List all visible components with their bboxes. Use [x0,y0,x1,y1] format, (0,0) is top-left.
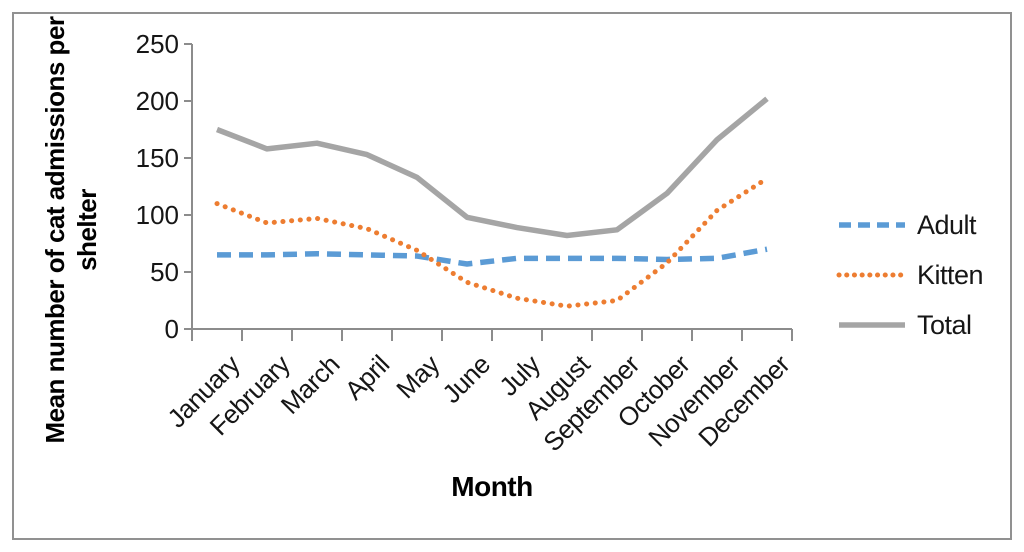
y-tick-label: 50 [150,257,179,287]
legend: Adult Kitten Total [836,207,984,343]
y-tick-label: 150 [135,143,179,173]
legend-label-total: Total [917,309,972,340]
series-line-total [216,96,769,239]
legend-item-total: Total [836,307,983,343]
legend-item-adult: Adult [836,207,983,243]
y-tick-label: 250 [135,29,179,59]
y-tick-label: 100 [135,200,179,230]
x-axis-title: Month [451,471,533,502]
y-tick-label: 200 [135,86,179,116]
series-line-kitten [214,176,770,309]
series-line-adult [217,246,768,267]
y-tick-label: 0 [164,314,179,344]
y-axis-title: Mean number of cat admissions per shelte… [40,16,102,444]
kitten-dotted-line-icon [836,272,908,278]
legend-label-kitten: Kitten [917,259,984,290]
adult-dashed-line-icon [839,222,905,228]
total-solid-line-icon [839,322,905,328]
legend-label-adult: Adult [917,209,977,240]
legend-item-kitten: Kitten [836,257,984,293]
